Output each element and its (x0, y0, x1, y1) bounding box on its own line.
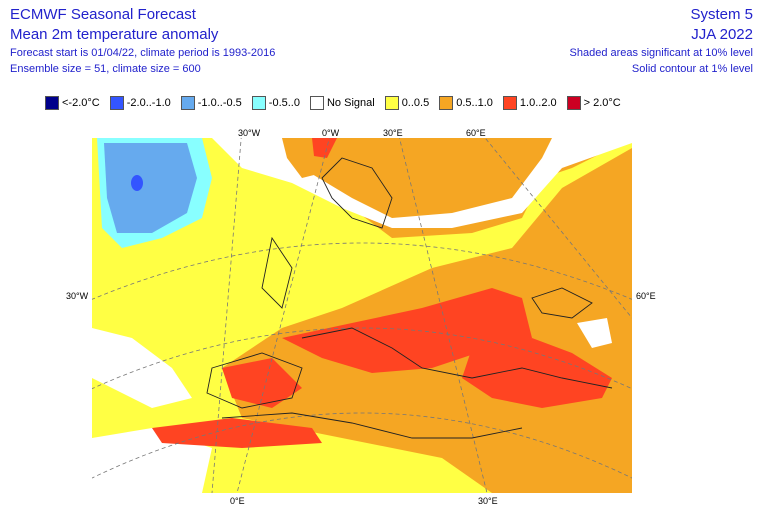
legend-swatch (384, 96, 399, 110)
legend-item: No Signal (309, 96, 375, 110)
region-blue-northwest (104, 143, 197, 233)
legend-item: 0..0.5 (384, 96, 430, 110)
significance-contour: Solid contour at 1% level (631, 63, 753, 75)
region-darkblue (131, 175, 143, 191)
forecast-info: Forecast start is 01/04/22, climate peri… (10, 47, 276, 59)
legend-label: No Signal (326, 97, 375, 109)
region-red-east (462, 338, 612, 408)
ensemble-info: Ensemble size = 51, climate size = 600 (10, 63, 201, 75)
anomaly-map (92, 138, 632, 493)
region-white-caspian (577, 318, 612, 348)
legend-swatch (45, 96, 59, 110)
region-white-north (212, 138, 632, 228)
chart-subtitle: Mean 2m temperature anomaly (10, 26, 219, 43)
graticule-label-bottom-0e: 0°E (230, 496, 245, 506)
legend-label: 1.0..2.0 (519, 97, 557, 109)
legend-swatch (566, 96, 581, 110)
region-white-west (92, 328, 192, 408)
legend-item: <-2.0°C (45, 96, 100, 110)
graticule-label-right: 60°E (636, 291, 656, 301)
legend-label: -0.5..0 (268, 97, 300, 109)
legend-label: -1.0..-0.5 (197, 97, 242, 109)
graticule-label-top-30w: 30°W (238, 128, 261, 138)
legend-label: > 2.0°C (583, 97, 621, 109)
region-red-africa (152, 418, 322, 448)
legend-swatch (439, 96, 454, 110)
region-red-iberia (222, 358, 302, 408)
legend: <-2.0°C -2.0..-1.0 -1.0..-0.5 -0.5..0 No Sig… (45, 96, 631, 110)
legend-swatch (502, 96, 517, 110)
graticule-label-bottom-30e: 30°E (478, 496, 498, 506)
legend-item: -2.0..-1.0 (109, 96, 171, 110)
legend-swatch (251, 96, 266, 110)
region-orange-north (282, 138, 352, 178)
region-yellow-west (92, 138, 632, 493)
significance-shaded: Shaded areas significant at 10% level (569, 47, 753, 59)
legend-swatch (309, 96, 324, 110)
region-red-central (282, 288, 532, 373)
graticule-label-top-30e: 30°E (383, 128, 403, 138)
system-label: System 5 (690, 6, 753, 23)
region-red-north (312, 138, 337, 158)
legend-item: -0.5..0 (251, 96, 300, 110)
chart-title: ECMWF Seasonal Forecast (10, 6, 196, 23)
graticule (92, 138, 632, 493)
legend-label: 0..0.5 (401, 97, 430, 109)
legend-item: 0.5..1.0 (439, 96, 493, 110)
legend-label: -2.0..-1.0 (126, 97, 171, 109)
legend-swatch (109, 96, 124, 110)
legend-item: > 2.0°C (566, 96, 621, 110)
graticule-label-top-60e: 60°E (466, 128, 486, 138)
legend-item: -1.0..-0.5 (180, 96, 242, 110)
legend-swatch (180, 96, 195, 110)
legend-label: <-2.0°C (62, 97, 100, 109)
legend-item: 1.0..2.0 (502, 96, 557, 110)
graticule-label-top-0w: 0°W (322, 128, 340, 138)
period-label: JJA 2022 (691, 26, 753, 43)
coastlines (206, 157, 613, 439)
legend-label: 0.5..1.0 (456, 97, 493, 109)
graticule-label-left: 30°W (66, 291, 89, 301)
